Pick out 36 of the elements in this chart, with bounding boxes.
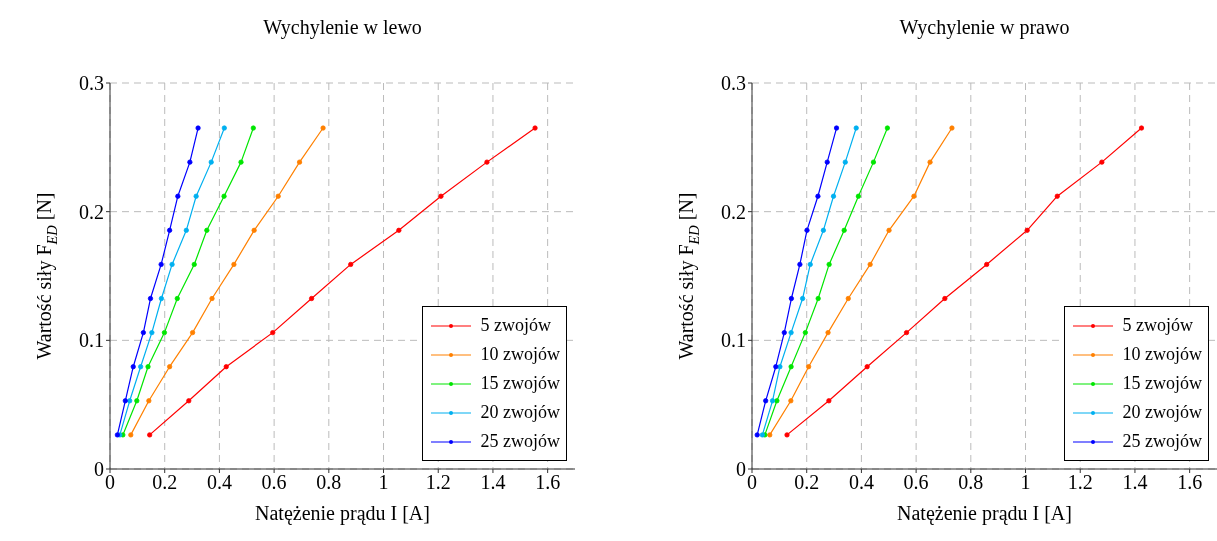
legend-label: 20 zwojów: [1122, 402, 1202, 423]
legend-label: 10 zwojów: [480, 344, 560, 365]
x-tick-label: 0.6: [261, 471, 287, 494]
x-tick-label: 1: [378, 471, 389, 494]
x-tick-label: 0.4: [848, 471, 874, 494]
x-tick-label: 0.8: [958, 471, 984, 494]
x-tick-label: 1.6: [1177, 471, 1203, 494]
x-tick-label: 1.4: [480, 471, 506, 494]
x-tick-label: 0.4: [206, 471, 232, 494]
x-tick-label: 0.6: [903, 471, 929, 494]
legend-label: 25 zwojów: [1122, 431, 1202, 452]
y-tick-label: 0.2: [79, 200, 104, 223]
x-tick-label: 1.6: [535, 471, 561, 494]
y-tick-label: 0.1: [79, 329, 104, 352]
x-axis-title: Natężenie prądu I [A]: [897, 502, 1072, 524]
x-tick-label: 1.2: [425, 471, 451, 494]
y-tick-label: 0.2: [721, 200, 746, 223]
legend-label: 5 zwojów: [1122, 315, 1193, 336]
x-tick-label: 0.2: [794, 471, 820, 494]
y-tick-label: 0.1: [721, 329, 746, 352]
y-tick-label: 0.3: [79, 72, 104, 95]
x-tick-label: 1: [1020, 471, 1031, 494]
chart-title: Wychylenie w lewo: [263, 16, 422, 38]
x-tick-label: 0.2: [152, 471, 178, 494]
legend-label: 20 zwojów: [480, 402, 560, 423]
x-tick-label: 1.4: [1122, 471, 1148, 494]
legend-label: 15 zwojów: [480, 373, 560, 394]
y-tick-label: 0.3: [721, 72, 746, 95]
legend-label: 15 zwojów: [1122, 373, 1202, 394]
chart-title: Wychylenie w prawo: [899, 16, 1070, 38]
x-axis-title: Natężenie prądu I [A]: [255, 502, 430, 524]
legend-label: 5 zwojów: [480, 315, 551, 336]
legend-label: 10 zwojów: [1122, 344, 1202, 365]
x-tick-label: 1.2: [1067, 471, 1093, 494]
legend-label: 25 zwojów: [480, 431, 560, 452]
x-tick-label: 0.8: [316, 471, 342, 494]
